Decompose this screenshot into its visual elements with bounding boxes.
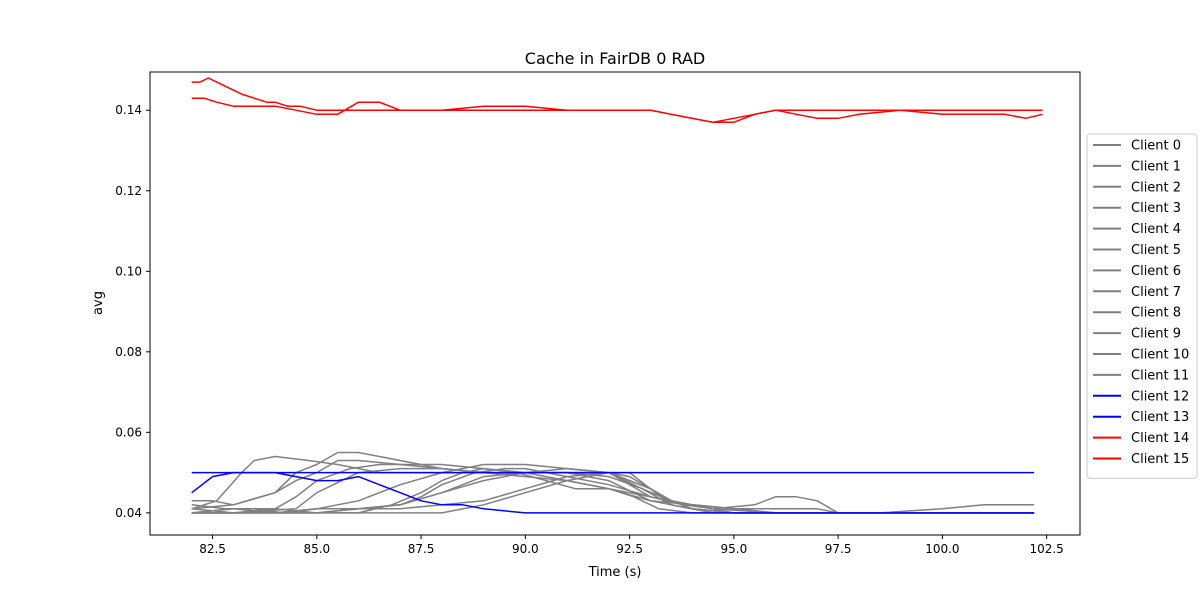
y-axis: 0.04 0.06 0.08 0.10 0.12 0.14 — [115, 103, 150, 520]
x-tick-label: 100.0 — [925, 542, 959, 556]
legend-label-client-3: Client 3 — [1131, 201, 1181, 216]
x-tick-label: 92.5 — [616, 542, 643, 556]
x-axis-label: Time (s) — [588, 565, 642, 580]
plot-frame — [149, 71, 1081, 536]
x-tick-label: 87.5 — [408, 542, 435, 556]
x-tick-label: 97.5 — [825, 542, 852, 556]
legend-label-client-7: Client 7 — [1131, 285, 1181, 300]
x-tick-label: 90.0 — [512, 542, 539, 556]
y-tick-label: 0.12 — [115, 184, 142, 198]
x-axis: 82.5 85.0 87.5 90.0 92.5 95.0 97.5 100.0 102.5 — [199, 535, 1064, 556]
x-tick-label: 95.0 — [720, 542, 747, 556]
legend-label-client-5: Client 5 — [1131, 243, 1181, 258]
series-line-client-14 — [191, 77, 1043, 124]
legend-label-client-0: Client 0 — [1131, 139, 1181, 154]
series-line-client-15 — [191, 97, 1043, 124]
chart-title: Cache in FairDB 0 RAD — [525, 49, 705, 68]
y-tick-label: 0.08 — [115, 345, 142, 359]
legend-label-client-13: Client 13 — [1131, 410, 1189, 425]
x-tick-label: 82.5 — [199, 542, 226, 556]
legend-label-client-4: Client 4 — [1131, 222, 1181, 237]
x-tick-label: 102.5 — [1029, 542, 1063, 556]
legend-label-client-8: Client 8 — [1131, 306, 1181, 321]
legend-label-client-9: Client 9 — [1131, 327, 1181, 342]
legend-label-client-12: Client 12 — [1131, 389, 1189, 404]
y-tick-label: 0.14 — [115, 103, 142, 117]
legend-label-client-2: Client 2 — [1131, 180, 1181, 195]
legend-label-client-11: Client 11 — [1131, 368, 1189, 383]
y-tick-label: 0.06 — [115, 425, 142, 439]
legend-label-client-14: Client 14 — [1131, 431, 1189, 446]
legend: Client 0 Client 1 Client 2 Client 3 Client 4… — [1086, 133, 1198, 479]
y-tick-label: 0.10 — [115, 264, 142, 278]
legend-label-client-1: Client 1 — [1131, 159, 1181, 174]
legend-label-client-6: Client 6 — [1131, 264, 1181, 279]
x-tick-label: 85.0 — [303, 542, 330, 556]
series-layer — [191, 77, 1043, 514]
legend-label-client-15: Client 15 — [1131, 452, 1189, 467]
legend-label-client-10: Client 10 — [1131, 348, 1189, 363]
legend-box — [1086, 133, 1198, 479]
y-axis-label: avg — [91, 291, 106, 315]
y-tick-label: 0.04 — [115, 506, 142, 520]
